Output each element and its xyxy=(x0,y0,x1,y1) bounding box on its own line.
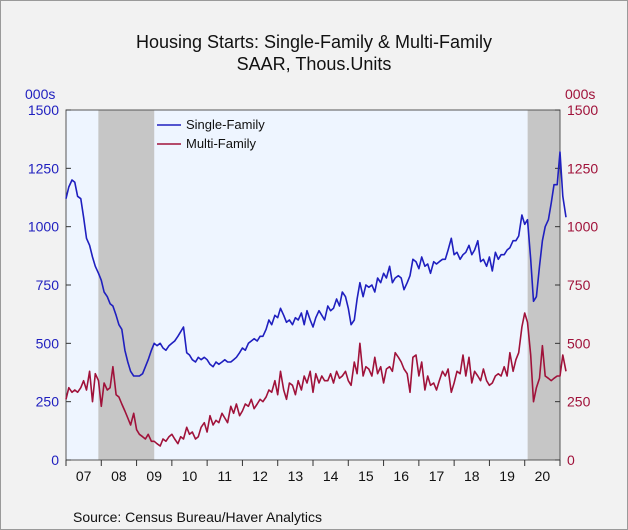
x-tick-label-19: 19 xyxy=(499,468,515,484)
x-tick-label-16: 16 xyxy=(393,468,409,484)
right-tick-label-500: 500 xyxy=(567,335,591,351)
recession-band-1 xyxy=(98,110,155,460)
x-tick-label-08: 08 xyxy=(111,468,127,484)
right-tick-label-1000: 1000 xyxy=(567,219,598,235)
x-tick-label-07: 07 xyxy=(76,468,92,484)
x-tick-label-15: 15 xyxy=(358,468,374,484)
series-line-single-family xyxy=(65,151,567,377)
right-tick-label-1250: 1250 xyxy=(567,160,598,176)
right-tick-label-1500: 1500 xyxy=(567,102,598,118)
legend: Single-Family Multi-Family xyxy=(157,117,265,151)
left-tick-label-500: 500 xyxy=(36,335,60,351)
right-axis-unit: 000s xyxy=(565,86,595,102)
plot-area: 0 0 250 250 500 500 750 750 1000 1000 1250 1250 1500… xyxy=(28,102,599,484)
left-tick-label-1500: 1500 xyxy=(28,102,59,118)
legend-label-multi-family: Multi-Family xyxy=(186,136,257,151)
left-tick-label-0: 0 xyxy=(51,452,59,468)
left-tick-label-1250: 1250 xyxy=(28,160,59,176)
left-tick-label-750: 750 xyxy=(36,277,60,293)
left-axis-unit: 000s xyxy=(25,86,55,102)
right-tick-label-750: 750 xyxy=(567,277,591,293)
source-note: Source: Census Bureau/Haver Analytics xyxy=(73,509,322,525)
left-tick-label-250: 250 xyxy=(36,394,60,410)
chart-subtitle: SAAR, Thous.Units xyxy=(237,54,392,74)
x-tick-label-13: 13 xyxy=(288,468,304,484)
x-tick-label-11: 11 xyxy=(218,468,233,484)
x-tick-label-17: 17 xyxy=(429,468,445,484)
x-tick-label-12: 12 xyxy=(252,468,268,484)
chart-title: Housing Starts: Single-Family & Multi-Fa… xyxy=(136,32,492,52)
x-tick-label-14: 14 xyxy=(323,468,339,484)
left-tick-label-1000: 1000 xyxy=(28,219,59,235)
x-tick-label-09: 09 xyxy=(146,468,162,484)
series-line-multi-family xyxy=(65,312,567,447)
x-tick-label-20: 20 xyxy=(535,468,551,484)
legend-label-single-family: Single-Family xyxy=(186,117,265,132)
right-tick-label-250: 250 xyxy=(567,394,591,410)
right-tick-label-0: 0 xyxy=(567,452,575,468)
x-tick-label-10: 10 xyxy=(182,468,198,484)
x-tick-label-18: 18 xyxy=(464,468,480,484)
